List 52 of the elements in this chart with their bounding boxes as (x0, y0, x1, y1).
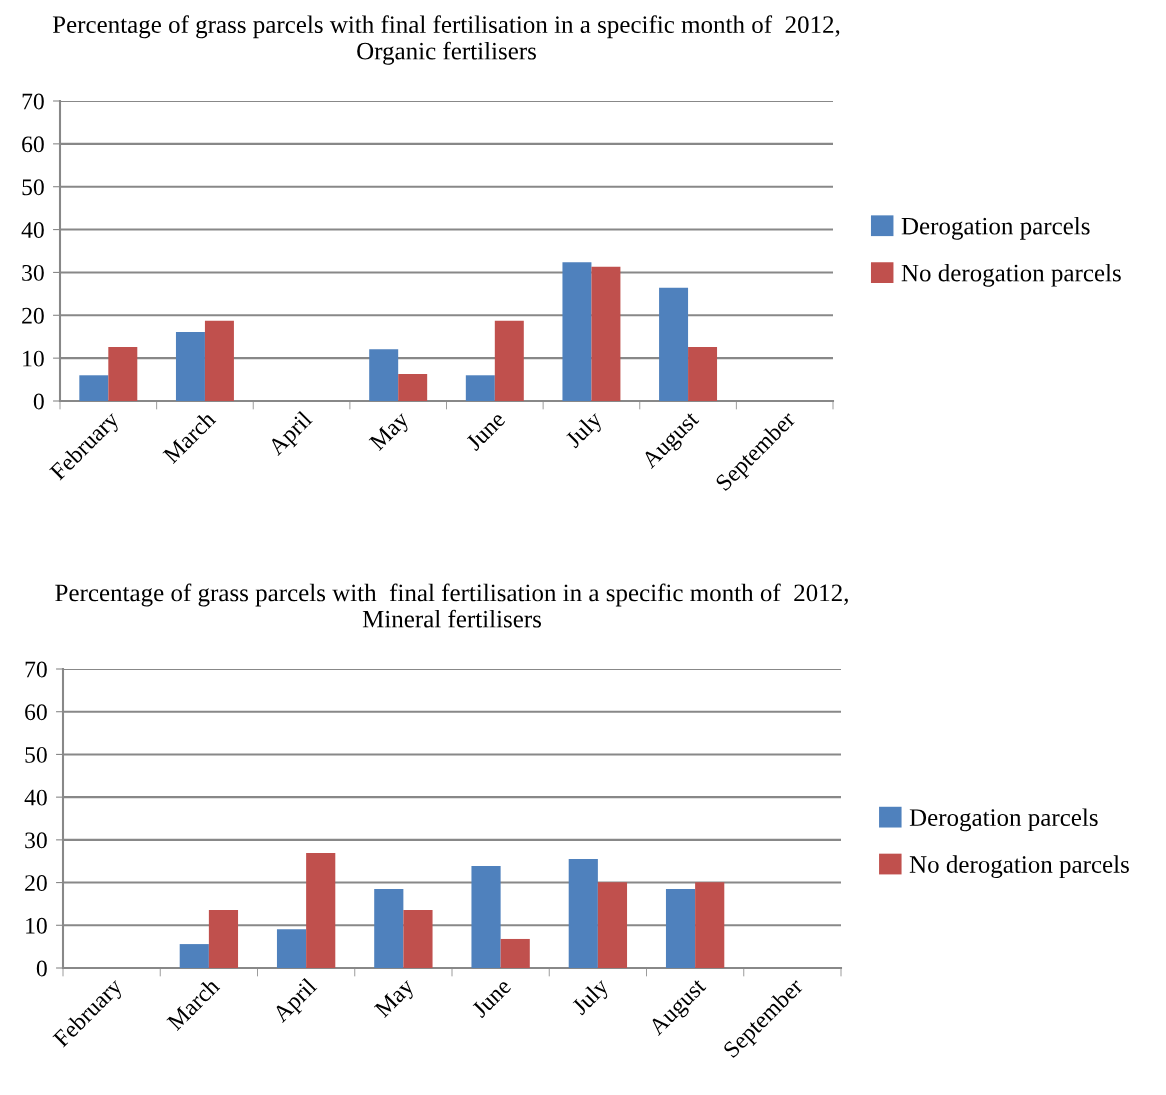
bar (597, 882, 628, 968)
y-tick-label: 0 (33, 393, 44, 410)
y-tick-label: 30 (22, 264, 44, 281)
y-tick-label: 40 (24, 789, 47, 806)
bar (494, 320, 524, 401)
bar (276, 929, 307, 968)
y-tick-label: 70 (25, 661, 47, 678)
y-tick-label: 50 (22, 179, 44, 196)
legend-label: Derogation parcels (909, 808, 1098, 832)
x-tick-label: May (368, 410, 414, 455)
bar (306, 853, 336, 968)
bar (688, 347, 718, 401)
bar (179, 944, 209, 968)
y-tick-label: 10 (26, 917, 47, 934)
x-tick-label: June (465, 410, 506, 452)
x-tick-label: May (373, 977, 419, 1022)
bar (665, 888, 696, 968)
y-tick-label: 30 (25, 832, 47, 849)
bar (568, 859, 598, 968)
bar (398, 374, 428, 401)
bar (369, 349, 399, 401)
bar (695, 882, 725, 968)
x-tick-label: June (471, 977, 512, 1019)
x-tick-label: July (563, 409, 607, 452)
bar (79, 375, 109, 401)
y-tick-label: 20 (22, 307, 44, 324)
y-tick-label: 70 (22, 93, 44, 110)
legend-label: No derogation parcels (901, 263, 1121, 287)
chart-title: Percentage of grass parcels with final fertilisation in a specific month of 2012, Organic fertilisers (52, 15, 840, 65)
bar (403, 909, 433, 968)
y-tick-label: 0 (36, 960, 47, 977)
y-tick-label: 60 (25, 704, 47, 721)
bar (175, 332, 205, 401)
bar (591, 266, 621, 401)
legend-label: No derogation parcels (909, 855, 1129, 879)
bar (659, 287, 689, 401)
y-tick-label: 60 (22, 136, 44, 153)
x-tick-label: July (570, 976, 613, 1019)
bar (471, 865, 501, 968)
legend-label: Derogation parcels (901, 217, 1090, 240)
bar (562, 262, 592, 401)
y-tick-label: 50 (25, 746, 47, 763)
bar (374, 888, 404, 968)
bar (108, 347, 138, 401)
bar (208, 909, 239, 968)
bar (465, 375, 495, 401)
bar (500, 938, 530, 968)
y-tick-label: 20 (25, 875, 47, 891)
y-tick-label: 40 (21, 222, 44, 238)
bar (204, 320, 234, 401)
y-tick-label: 10 (23, 350, 44, 367)
chart-title: Percentage of grass parcels with final fertilisation in a specific month of 2012, Mineral fertilisers (55, 583, 848, 628)
